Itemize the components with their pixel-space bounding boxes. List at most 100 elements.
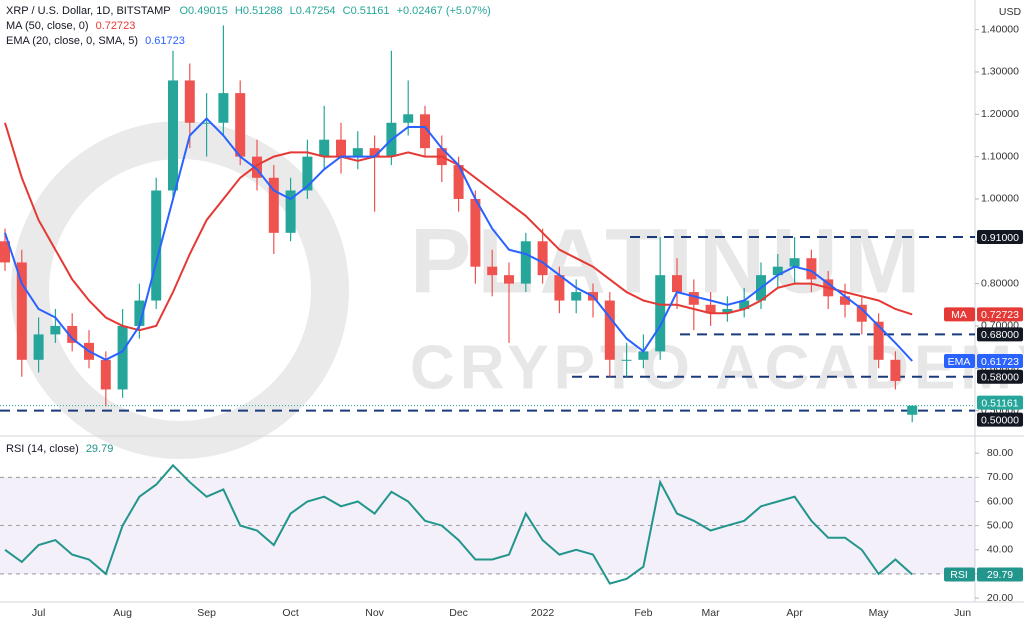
indicator-label-text: 0.72723 [981, 309, 1019, 321]
y-tick-label: 60.00 [987, 495, 1013, 507]
ohlc-open: O0.49015 [180, 5, 228, 17]
y-tick-label: 0.80000 [981, 277, 1019, 289]
level-label-text: 0.50000 [981, 414, 1019, 426]
candle-body [638, 351, 649, 360]
level-label-box [977, 230, 1023, 245]
level-label-text: 0.58000 [981, 372, 1019, 384]
level-label-text: 0.68000 [981, 329, 1019, 341]
candle-body [168, 80, 178, 191]
candle-body [504, 275, 514, 284]
candle-body [352, 148, 363, 157]
candle-body [184, 80, 195, 123]
y-tick-label: 1.30000 [981, 66, 1019, 78]
candle-body [453, 165, 464, 199]
ema-legend: EMA (20, close, 0, SMA, 5) 0.61723 [6, 35, 185, 47]
candle-body [218, 93, 229, 123]
candle-body [907, 405, 918, 415]
x-tick-label: Dec [449, 607, 468, 619]
candle-body [319, 139, 330, 157]
x-tick-label: Mar [702, 607, 721, 619]
candle-body [688, 292, 699, 305]
rsi-value: 29.79 [86, 443, 114, 455]
candle-body [537, 241, 548, 276]
x-tick-label: Feb [634, 607, 652, 619]
candle-body [470, 198, 481, 267]
ma-name: MA (50, close, 0) [6, 20, 89, 32]
level-label-box [977, 412, 1023, 427]
candle-body [134, 300, 145, 326]
level-label-text: 0.91000 [981, 232, 1019, 244]
last-price-label-text: 0.51161 [981, 397, 1018, 409]
indicator-label-tag-text: MA [951, 309, 967, 321]
level-label-box [977, 327, 1023, 342]
ohlc-change: +0.02467 (+5.07%) [397, 5, 491, 17]
candle-body [520, 241, 531, 284]
indicator-label-tag [944, 307, 975, 322]
candle-body [235, 93, 246, 157]
candle-body [0, 241, 10, 263]
candle-body [789, 258, 800, 267]
ema-name: EMA (20, close, 0, SMA, 5) [6, 35, 138, 47]
symbol: XRP / U.S. Dollar, 1D, BITSTAMP [6, 5, 170, 17]
watermark-line1: PLATINUM [410, 210, 926, 312]
rsi-legend: RSI (14, close) 29.79 [6, 443, 113, 455]
x-tick-label: 2022 [531, 607, 555, 619]
x-tick-label: Aug [113, 607, 132, 619]
candle-body [856, 304, 867, 322]
candle-body [655, 275, 666, 352]
rsi-label-box [977, 567, 1023, 582]
rsi-label-tag-text: RSI [950, 569, 968, 581]
ohlc-low: L0.47254 [290, 5, 336, 17]
candle-body [420, 114, 430, 149]
candle-body [252, 156, 262, 178]
candle-body [50, 325, 61, 335]
candle-body [16, 262, 27, 360]
x-tick-label: Nov [365, 607, 384, 619]
x-tick-label: Oct [282, 607, 298, 619]
rsi-label-tag [944, 567, 975, 582]
candle-body [739, 300, 750, 310]
indicator-label-text: 0.61723 [981, 356, 1019, 368]
watermark-logo [11, 121, 349, 459]
candle-body [571, 292, 582, 301]
candle-body [890, 359, 901, 381]
candle-body [67, 325, 78, 343]
rsi-label-text: 29.79 [987, 569, 1013, 581]
legend-header: XRP / U.S. Dollar, 1D, BITSTAMP O0.49015… [6, 5, 491, 17]
y-tick-label: 1.00000 [981, 193, 1019, 205]
y-tick-label: 40.00 [987, 544, 1013, 556]
currency-label: USD [999, 6, 1022, 18]
candle-body [806, 258, 817, 280]
ma-value: 0.72723 [96, 20, 136, 32]
indicator-label-box [977, 307, 1023, 322]
y-tick-label: 20.00 [987, 592, 1013, 604]
rsi-line [4, 463, 913, 585]
indicator-label-box [977, 353, 1023, 368]
indicator-label-tag [944, 353, 975, 368]
candle-body [705, 304, 716, 314]
candle-body [201, 122, 212, 124]
candle-body [873, 321, 884, 360]
ema-value: 0.61723 [145, 35, 185, 47]
candle-body [100, 359, 111, 390]
y-tick-label: 80.00 [987, 447, 1013, 459]
y-tick-label: 70.00 [987, 471, 1013, 483]
y-tick-label: 50.00 [987, 519, 1013, 531]
candle-body [604, 300, 615, 360]
y-tick-label: 1.20000 [981, 108, 1019, 120]
candle-body [117, 325, 128, 390]
y-tick-label: 1.10000 [981, 150, 1019, 162]
candle-body [369, 148, 380, 157]
candle-body [302, 156, 313, 191]
candle-body [151, 190, 162, 301]
indicator-line [4, 117, 913, 362]
watermark-line2: CRYPTO ACADEMY [410, 333, 1024, 402]
candle-body [621, 359, 632, 361]
candle-body [840, 296, 850, 305]
watermark: PLATINUM CRYPTO ACADEMY [11, 121, 1024, 459]
candle-body [772, 266, 783, 276]
x-tick-label: Jul [32, 607, 45, 619]
candle-body [285, 190, 296, 233]
candle-body [487, 266, 498, 276]
